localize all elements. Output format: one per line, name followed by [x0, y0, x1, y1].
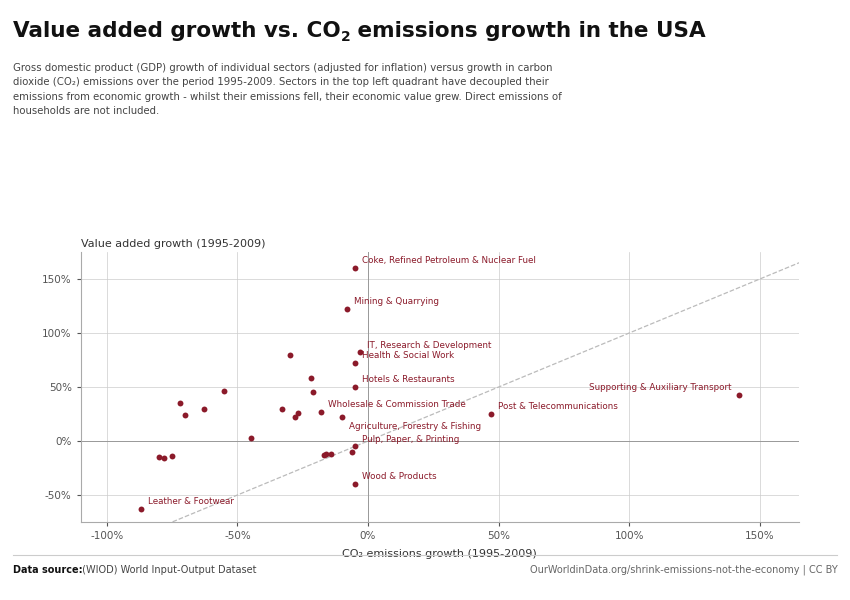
- Text: Data source:: Data source:: [13, 565, 82, 575]
- Point: [283, 350, 297, 359]
- Text: Wood & Products: Wood & Products: [362, 472, 437, 481]
- Point: [134, 504, 148, 514]
- Point: [218, 386, 231, 396]
- Point: [484, 409, 497, 419]
- Text: Coke, Refined Petroleum & Nuclear Fuel: Coke, Refined Petroleum & Nuclear Fuel: [362, 256, 536, 265]
- Point: [732, 390, 745, 400]
- Point: [348, 263, 362, 273]
- Text: Gross domestic product (GDP) growth of individual sectors (adjusted for inflatio: Gross domestic product (GDP) growth of i…: [13, 63, 562, 116]
- Point: [314, 407, 328, 416]
- Point: [317, 450, 331, 460]
- Point: [348, 358, 362, 368]
- Point: [178, 410, 192, 420]
- Point: [348, 442, 362, 451]
- Point: [340, 304, 354, 314]
- Point: [173, 398, 187, 408]
- Text: Hotels & Restaurants: Hotels & Restaurants: [362, 375, 455, 384]
- Text: Supporting & Auxiliary Transport: Supporting & Auxiliary Transport: [590, 383, 732, 392]
- Point: [306, 388, 320, 397]
- Text: IT, Research & Development: IT, Research & Development: [367, 341, 491, 350]
- Point: [196, 404, 210, 413]
- Point: [157, 454, 171, 463]
- Point: [166, 451, 179, 461]
- Point: [320, 449, 333, 459]
- Point: [275, 404, 289, 413]
- Point: [291, 408, 304, 418]
- Point: [346, 447, 360, 457]
- Text: Post & Telecommunications: Post & Telecommunications: [498, 402, 618, 411]
- Point: [244, 433, 258, 443]
- Text: Mining & Quarrying: Mining & Quarrying: [354, 298, 439, 307]
- Text: Wholesale & Commission Trade: Wholesale & Commission Trade: [328, 400, 466, 409]
- Point: [335, 412, 348, 422]
- Text: Our World
in Data: Our World in Data: [746, 17, 813, 46]
- Text: Health & Social Work: Health & Social Work: [362, 352, 454, 361]
- Point: [348, 382, 362, 392]
- Text: 2: 2: [341, 30, 350, 44]
- Point: [354, 347, 367, 357]
- Text: emissions growth in the USA: emissions growth in the USA: [350, 21, 706, 41]
- Point: [325, 449, 338, 459]
- Text: OurWorldinData.org/shrink-emissions-not-the-economy | CC BY: OurWorldinData.org/shrink-emissions-not-…: [530, 565, 837, 575]
- Text: Leather & Footwear: Leather & Footwear: [148, 497, 234, 506]
- Point: [288, 412, 302, 422]
- Text: Pulp, Paper, & Printing: Pulp, Paper, & Printing: [362, 434, 459, 443]
- Text: Agriculture, Forestry & Fishing: Agriculture, Forestry & Fishing: [348, 422, 481, 431]
- Text: Value added growth vs. CO: Value added growth vs. CO: [13, 21, 341, 41]
- Point: [152, 452, 166, 462]
- Point: [303, 374, 317, 383]
- Text: (WIOD) World Input-Output Dataset: (WIOD) World Input-Output Dataset: [79, 565, 257, 575]
- Text: Value added growth (1995-2009): Value added growth (1995-2009): [81, 239, 265, 249]
- X-axis label: CO₂ emissions growth (1995-2009): CO₂ emissions growth (1995-2009): [343, 550, 537, 559]
- Point: [348, 479, 362, 489]
